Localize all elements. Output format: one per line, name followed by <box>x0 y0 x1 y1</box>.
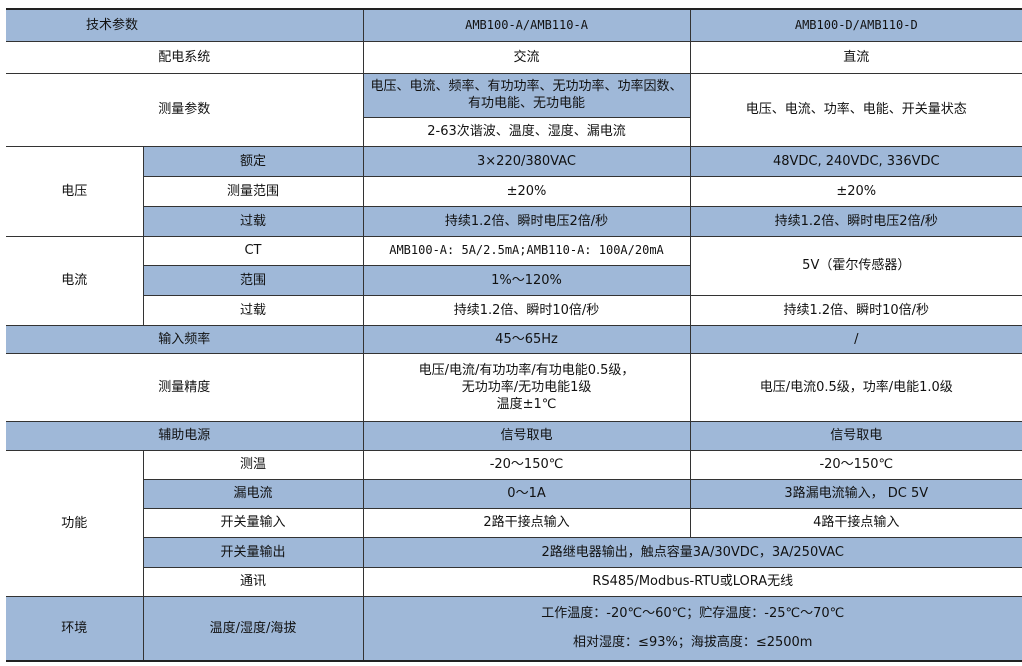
row-label: 开关量输入 <box>143 507 364 538</box>
row-label: 测温 <box>142 449 364 480</box>
table-row: 测量参数 电压、电流、频率、有功功率、无功功率、功率因数、有功电能、无功电能 电… <box>6 72 1022 147</box>
cell-d: 电压、电流、功率、电能、开关量状态 <box>689 72 1022 147</box>
table-row: 辅助电源 信号取电 信号取电 <box>6 420 1022 451</box>
cell-a: -20～150℃ <box>362 449 691 480</box>
cell-a: 交流 <box>362 40 691 74</box>
header-col-d: AMB100-D/AMB110-D <box>689 8 1022 42</box>
row-label: 测量参数 <box>6 72 364 147</box>
table-row: 配电系统 交流 直流 <box>6 40 1022 74</box>
group-label: 环境 <box>6 595 144 662</box>
accuracy-line: 无功功率/无功电能1级 <box>461 379 592 395</box>
group-label: 功能 <box>6 449 144 597</box>
cell-ad: 2路继电器输出，触点容量3A/30VDC，3A/250VAC <box>362 536 1022 568</box>
table-row: 2-63次谐波、温度、湿度、漏电流 <box>6 116 1022 147</box>
cell-a: 2-63次谐波、温度、湿度、漏电流 <box>363 116 691 147</box>
row-label: 开关量输出 <box>143 536 364 568</box>
cell-a: ±20% <box>362 175 691 207</box>
table-row: 功能 测温 -20～150℃ -20～150℃ <box>6 449 1022 597</box>
header-row: 技术参数 AMB100-A/AMB110-A AMB100-D/AMB110-D <box>6 8 1022 42</box>
table-row: 输入频率 45～65Hz / <box>6 324 1022 354</box>
cell-d: ±20% <box>689 175 1022 207</box>
cell-d: -20～150℃ <box>689 449 1022 480</box>
row-label: 通讯 <box>143 566 364 597</box>
accuracy-line: 电压/电流/有功功率/有功电能0.5级， <box>418 362 635 378</box>
table-row: 测量精度 电压/电流/有功功率/有功电能0.5级， 无功功率/无功电能1级 温度… <box>6 352 1022 422</box>
spec-table: 技术参数 AMB100-A/AMB110-A AMB100-D/AMB110-D… <box>6 8 1022 662</box>
cell-d: / <box>689 324 1022 354</box>
row-label: CT <box>142 235 364 266</box>
row-label: 额定 <box>142 145 364 177</box>
cell-d: 持续1.2倍、瞬时10倍/秒 <box>689 294 1022 326</box>
cell-d: 信号取电 <box>689 420 1022 451</box>
cell-d: 4路干接点输入 <box>689 507 1022 538</box>
table-row: 电流 CT AMB100-A: 5A/2.5mA;AMB110-A: 100A/… <box>6 235 1022 326</box>
env-line: 相对湿度：≤93%；海拔高度：≤2500m <box>573 635 813 651</box>
cell-ad: RS485/Modbus-RTU或LORA无线 <box>362 566 1022 597</box>
row-label: 测量精度 <box>6 352 364 422</box>
cell-d: 持续1.2倍、瞬时电压2倍/秒 <box>689 205 1022 237</box>
cell-d: 电压/电流0.5级，功率/电能1.0级 <box>689 352 1022 422</box>
table-row: 漏电流 0～1A 3路漏电流输入， DC 5V <box>6 478 1022 509</box>
row-label: 输入频率 <box>6 324 364 354</box>
table-row: 过载 持续1.2倍、瞬时10倍/秒 持续1.2倍、瞬时10倍/秒 <box>6 294 1022 326</box>
cell-a: 2路干接点输入 <box>362 507 691 538</box>
cell-a: 3×220/380VAC <box>362 145 691 177</box>
table-row: 电压 额定 3×220/380VAC 48VDC, 240VDC, 336VDC <box>6 145 1022 237</box>
row-label: 过载 <box>143 294 364 326</box>
cell-a: AMB100-A: 5A/2.5mA;AMB110-A: 100A/20mA <box>362 235 691 266</box>
header-col-a: AMB100-A/AMB110-A <box>362 8 691 42</box>
table-row: 环境 温度/湿度/海拔 工作温度：-20℃～60℃；贮存温度：-25℃～70℃ … <box>6 595 1022 662</box>
cell-a: 0～1A <box>362 478 691 509</box>
cell-a: 持续1.2倍、瞬时电压2倍/秒 <box>362 205 691 237</box>
accuracy-line: 温度±1℃ <box>496 396 557 412</box>
cell-a: 电压、电流、频率、有功功率、无功功率、功率因数、有功电能、无功电能 <box>362 72 691 118</box>
row-label: 过载 <box>143 205 364 237</box>
row-label: 测量范围 <box>143 175 364 207</box>
cell-a: 持续1.2倍、瞬时10倍/秒 <box>362 294 691 326</box>
row-label: 范围 <box>143 264 364 296</box>
group-label: 电流 <box>6 235 144 326</box>
table-row: 过载 持续1.2倍、瞬时电压2倍/秒 持续1.2倍、瞬时电压2倍/秒 <box>6 205 1022 237</box>
table-row: 测量范围 ±20% ±20% <box>6 175 1022 207</box>
table-row: 开关量输入 2路干接点输入 4路干接点输入 <box>6 507 1022 538</box>
cell-d: 48VDC, 240VDC, 336VDC <box>689 145 1022 177</box>
cell-d: 3路漏电流输入， DC 5V <box>689 478 1022 509</box>
row-label: 温度/湿度/海拔 <box>142 595 364 662</box>
cell-a: 电压/电流/有功功率/有功电能0.5级， 无功功率/无功电能1级 温度±1℃ <box>362 352 691 422</box>
header-param: 技术参数 <box>6 8 364 42</box>
cell-a: 45～65Hz <box>362 324 691 354</box>
group-label: 电压 <box>6 145 144 237</box>
env-line: 工作温度：-20℃～60℃；贮存温度：-25℃～70℃ <box>541 606 845 622</box>
table-row: 通讯 RS485/Modbus-RTU或LORA无线 <box>6 566 1022 597</box>
cell-ad: 工作温度：-20℃～60℃；贮存温度：-25℃～70℃ 相对湿度：≤93%；海拔… <box>362 595 1022 662</box>
row-label: 漏电流 <box>143 478 364 509</box>
table-row: 开关量输出 2路继电器输出，触点容量3A/30VDC，3A/250VAC <box>6 536 1022 568</box>
cell-d: 直流 <box>689 40 1022 74</box>
row-label: 辅助电源 <box>6 420 364 451</box>
cell-a: 信号取电 <box>362 420 691 451</box>
cell-d: 5V（霍尔传感器） <box>689 235 1022 296</box>
cell-a: 1%～120% <box>362 264 691 296</box>
row-label: 配电系统 <box>6 40 364 74</box>
